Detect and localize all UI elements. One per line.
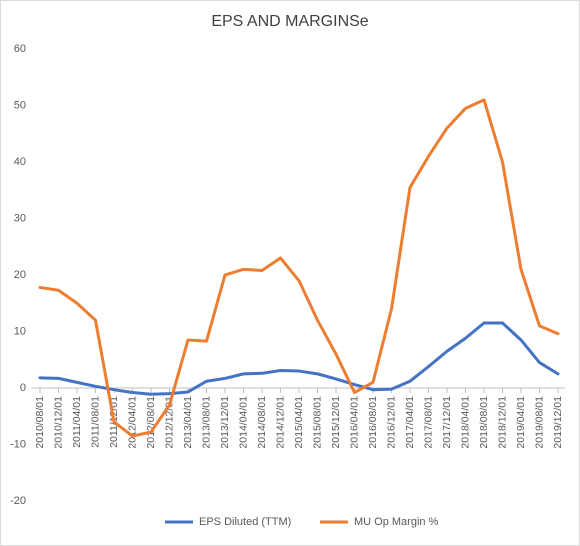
x-tick-label: 2014/04/01 [237,396,249,449]
x-tick-label: 2019/12/01 [552,396,564,449]
x-tick-label: 2017/08/01 [422,396,434,449]
y-tick-label: 10 [14,325,26,337]
x-tick-label: 2018/04/01 [459,396,471,449]
x-tick-label: 2016/08/01 [367,396,379,449]
y-tick-label: 0 [20,382,26,394]
x-tick-label: 2012/08/01 [145,396,157,449]
y-tick-label: 20 [14,269,26,281]
legend-label: EPS Diluted (TTM) [199,516,291,528]
series-line [38,321,560,396]
x-tick-label: 2014/08/01 [256,396,268,449]
x-tick-label: 2015/04/01 [293,396,305,449]
y-tick-label: 40 [14,156,26,168]
y-tick-label: -10 [10,438,26,450]
x-tick-label: 2013/08/01 [200,396,212,449]
x-tick-label: 2014/12/01 [274,396,286,449]
x-tick-label: 2010/08/01 [34,396,46,449]
x-tick-label: 2012/04/01 [126,396,138,449]
y-tick-label: 30 [14,212,26,224]
x-tick-label: 2019/04/01 [515,396,527,449]
x-tick-label: 2011/08/01 [89,396,101,448]
x-tick-label: 2015/08/01 [311,396,323,449]
x-tick-label: 2018/08/01 [478,396,490,449]
x-tick-label: 2016/12/01 [385,396,397,449]
chart-title: EPS AND MARGINSe [211,13,368,30]
y-tick-label: -20 [10,495,26,507]
x-tick-label: 2017/04/01 [404,396,416,449]
y-tick-label: 60 [14,43,26,55]
x-tick-label: 2015/12/01 [330,396,342,449]
x-tick-label: 2019/08/01 [533,396,545,449]
x-tick-label: 2013/12/01 [219,396,231,449]
x-tick-label: 2017/12/01 [441,396,453,449]
legend-label: MU Op Margin % [354,516,439,528]
y-tick-label: 50 [14,99,26,111]
series-line [38,98,560,438]
x-tick-label: 2011/04/01 [71,396,83,448]
x-tick-label: 2016/04/01 [348,396,360,449]
x-tick-label: 2018/12/01 [496,396,508,449]
x-tick-label: 2010/12/01 [52,396,64,449]
x-tick-label: 2013/04/01 [182,396,194,449]
